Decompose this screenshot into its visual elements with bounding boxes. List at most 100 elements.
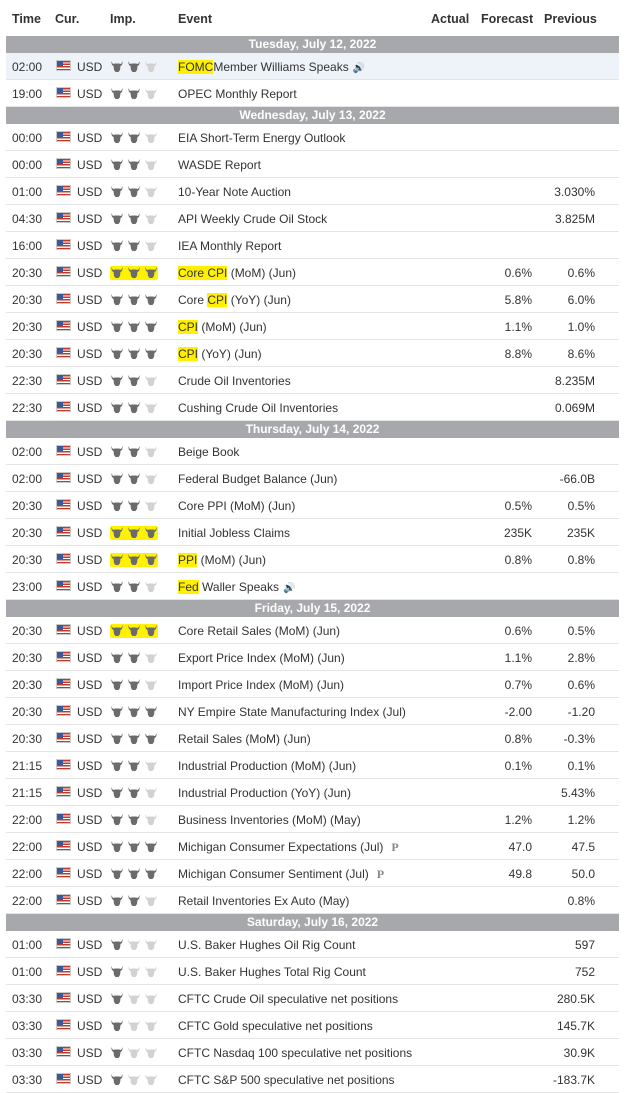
us-flag-icon xyxy=(56,705,71,716)
table-row[interactable]: 21:15 USD Industrial Production (MoM) (Jun… xyxy=(6,752,619,779)
forecast-value: 0.8% xyxy=(504,732,532,746)
event-name[interactable]: PPI (MoM) (Jun) xyxy=(178,553,266,567)
table-row[interactable]: 02:00 USD FOMCMember Williams Speaks 🔊 xyxy=(6,53,619,80)
event-name[interactable]: 10-Year Note Auction xyxy=(178,185,291,199)
table-row[interactable]: 22:00 USD Retail Inventories Ex Auto (May)… xyxy=(6,887,619,914)
bull-icon xyxy=(110,624,124,637)
previous-value: 1.0% xyxy=(567,320,595,334)
table-row[interactable]: 22:30 USD Cushing Crude Oil Inventories 0.0… xyxy=(6,394,619,421)
table-row[interactable]: 02:00 USD Beige Book xyxy=(6,438,619,465)
event-name[interactable]: Initial Jobless Claims xyxy=(178,526,290,540)
table-row[interactable]: 20:30 USD Core Retail Sales (MoM) (Jun) 0.6… xyxy=(6,617,619,644)
highlight-mark: FOMC xyxy=(178,60,214,74)
event-name[interactable]: FOMCMember Williams Speaks 🔊 xyxy=(178,60,365,74)
previous-value: -1.20 xyxy=(567,705,595,719)
bull-icon xyxy=(144,759,158,772)
us-flag-icon xyxy=(56,445,71,456)
table-row[interactable]: 01:00 USD U.S. Baker Hughes Total Rig Coun… xyxy=(6,958,619,985)
event-name[interactable]: Import Price Index (MoM) (Jun) xyxy=(178,678,344,692)
table-row[interactable]: 23:00 USD Fed Waller Speaks 🔊 xyxy=(6,573,619,600)
event-name[interactable]: API Weekly Crude Oil Stock xyxy=(178,212,327,226)
event-name[interactable]: Business Inventories (MoM) (May) xyxy=(178,813,361,827)
event-name[interactable]: Cushing Crude Oil Inventories xyxy=(178,401,338,415)
table-row[interactable]: 04:30 USD API Weekly Crude Oil Stock 3.825M xyxy=(6,205,619,232)
table-row[interactable]: 20:30 USD Core CPI (MoM) (Jun) 0.6% 0.6% xyxy=(6,259,619,286)
table-row[interactable]: 22:00 USD Michigan Consumer Sentiment (Jul… xyxy=(6,860,619,887)
table-row[interactable]: 03:30 USD CFTC Gold speculative net positi… xyxy=(6,1012,619,1039)
event-name[interactable]: Federal Budget Balance (Jun) xyxy=(178,472,337,486)
event-name[interactable]: Core PPI (MoM) (Jun) xyxy=(178,499,295,513)
event-name[interactable]: Beige Book xyxy=(178,445,239,459)
table-row[interactable]: 21:15 USD Industrial Production (YoY) (Jun… xyxy=(6,779,619,806)
event-name[interactable]: U.S. Baker Hughes Total Rig Count xyxy=(178,965,366,979)
table-row[interactable]: 20:30 USD Core PPI (MoM) (Jun) 0.5% 0.5% xyxy=(6,492,619,519)
event-name[interactable]: Crude Oil Inventories xyxy=(178,374,291,388)
event-name[interactable]: Export Price Index (MoM) (Jun) xyxy=(178,651,345,665)
header-actual[interactable]: Actual xyxy=(431,12,470,26)
event-name[interactable]: CFTC Gold speculative net positions xyxy=(178,1019,373,1033)
table-row[interactable]: 01:00 USD U.S. Baker Hughes Oil Rig Count 5… xyxy=(6,931,619,958)
event-name[interactable]: Retail Sales (MoM) (Jun) xyxy=(178,732,311,746)
event-name[interactable]: Core CPI (MoM) (Jun) xyxy=(178,266,296,280)
header-currency[interactable]: Cur. xyxy=(55,12,80,26)
table-row[interactable]: 00:00 USD EIA Short-Term Energy Outlook xyxy=(6,124,619,151)
table-row[interactable]: 16:00 USD IEA Monthly Report xyxy=(6,232,619,259)
table-row[interactable]: 01:00 USD 10-Year Note Auction 3.030% xyxy=(6,178,619,205)
table-row[interactable]: 20:30 USD CPI (MoM) (Jun) 1.1% 1.0% xyxy=(6,313,619,340)
event-name[interactable]: CFTC Nasdaq 100 speculative net position… xyxy=(178,1046,412,1060)
event-name[interactable]: EIA Short-Term Energy Outlook xyxy=(178,131,345,145)
table-row[interactable]: 20:30 USD Retail Sales (MoM) (Jun) 0.8% -0.3… xyxy=(6,725,619,752)
bull-icon xyxy=(144,732,158,745)
event-name[interactable]: Industrial Production (MoM) (Jun) xyxy=(178,759,356,773)
event-name[interactable]: Retail Inventories Ex Auto (May) xyxy=(178,894,349,908)
event-name[interactable]: IEA Monthly Report xyxy=(178,239,281,253)
table-row[interactable]: 03:30 USD CFTC Crude Oil speculative net p… xyxy=(6,985,619,1012)
table-row[interactable]: 20:30 USD Import Price Index (MoM) (Jun) 0.… xyxy=(6,671,619,698)
event-name[interactable]: Fed Waller Speaks 🔊 xyxy=(178,580,295,594)
table-row[interactable]: 00:00 USD WASDE Report xyxy=(6,151,619,178)
table-row[interactable]: 03:30 USD CFTC S&P 500 speculative net pos… xyxy=(6,1066,619,1093)
event-name[interactable]: Industrial Production (YoY) (Jun) xyxy=(178,786,351,800)
header-time[interactable]: Time xyxy=(12,12,41,26)
currency-code: USD xyxy=(77,266,103,280)
event-name[interactable]: NY Empire State Manufacturing Index (Jul… xyxy=(178,705,406,719)
event-name[interactable]: Michigan Consumer Sentiment (Jul) P xyxy=(178,867,384,882)
event-name[interactable]: Core CPI (YoY) (Jun) xyxy=(178,293,291,307)
bull-icon xyxy=(144,445,158,458)
event-name[interactable]: CFTC S&P 500 speculative net positions xyxy=(178,1073,395,1087)
event-name[interactable]: CPI (MoM) (Jun) xyxy=(178,320,267,334)
currency-code: USD xyxy=(77,992,103,1006)
table-row[interactable]: 03:30 USD CFTC Nasdaq 100 speculative net … xyxy=(6,1039,619,1066)
event-name[interactable]: Michigan Consumer Expectations (Jul) P xyxy=(178,840,399,855)
table-row[interactable]: 20:30 USD Export Price Index (MoM) (Jun) 1.… xyxy=(6,644,619,671)
bull-icon xyxy=(144,293,158,306)
bull-icon xyxy=(144,320,158,333)
table-row[interactable]: 22:30 USD Crude Oil Inventories 8.235M xyxy=(6,367,619,394)
header-event[interactable]: Event xyxy=(178,12,213,26)
highlight-mark: PPI xyxy=(178,553,198,567)
header-forecast[interactable]: Forecast xyxy=(481,12,534,26)
table-row[interactable]: 22:00 USD Michigan Consumer Expectations (… xyxy=(6,833,619,860)
bull-icon xyxy=(110,401,124,414)
table-row[interactable]: 02:00 USD Federal Budget Balance (Jun) -66.… xyxy=(6,465,619,492)
event-name[interactable]: CFTC Crude Oil speculative net positions xyxy=(178,992,398,1006)
bull-icon xyxy=(127,1046,141,1059)
bull-icon xyxy=(144,87,158,100)
event-time: 22:00 xyxy=(12,813,43,827)
table-row[interactable]: 20:30 USD CPI (YoY) (Jun) 8.8% 8.6% xyxy=(6,340,619,367)
table-row[interactable]: 22:00 USD Business Inventories (MoM) (May)… xyxy=(6,806,619,833)
event-name[interactable]: U.S. Baker Hughes Oil Rig Count xyxy=(178,938,355,952)
header-importance[interactable]: Imp. xyxy=(110,12,136,26)
table-row[interactable]: 19:00 USD OPEC Monthly Report xyxy=(6,80,619,107)
bull-icon xyxy=(110,938,124,951)
event-name[interactable]: CPI (YoY) (Jun) xyxy=(178,347,262,361)
table-row[interactable]: 20:30 USD PPI (MoM) (Jun) 0.8% 0.8% xyxy=(6,546,619,573)
table-row[interactable]: 20:30 USD NY Empire State Manufacturing In… xyxy=(6,698,619,725)
table-row[interactable]: 20:30 USD Core CPI (YoY) (Jun) 5.8% 6.0% xyxy=(6,286,619,313)
event-name[interactable]: Core Retail Sales (MoM) (Jun) xyxy=(178,624,340,638)
table-row[interactable]: 20:30 USD Initial Jobless Claims 235K 235K xyxy=(6,519,619,546)
header-previous[interactable]: Previous xyxy=(544,12,597,26)
event-name[interactable]: WASDE Report xyxy=(178,158,261,172)
currency-code: USD xyxy=(77,938,103,952)
event-name[interactable]: OPEC Monthly Report xyxy=(178,87,297,101)
